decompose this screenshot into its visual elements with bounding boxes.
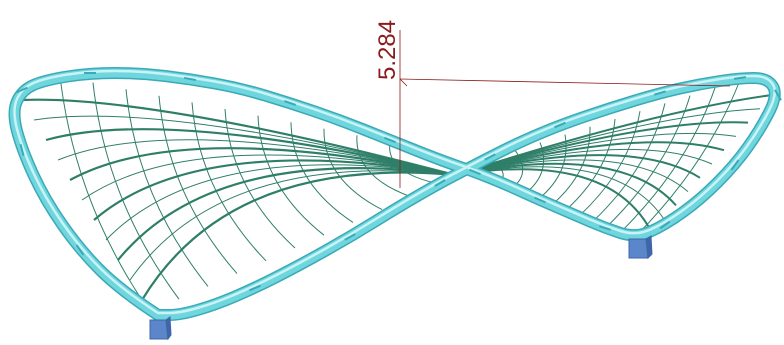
cable-line <box>356 135 412 198</box>
cable-line <box>21 98 456 177</box>
height-dimension: 5.284 <box>374 20 731 188</box>
frame-joint <box>653 90 667 96</box>
cable-line <box>105 164 456 241</box>
pinned-support-icon[interactable] <box>149 316 172 341</box>
frame-joint <box>84 72 96 74</box>
cable-line <box>593 103 666 221</box>
cable-line <box>537 134 567 200</box>
cable-line <box>33 115 456 176</box>
frame-joint <box>16 86 28 94</box>
cable-line <box>565 118 616 211</box>
frame-joint <box>598 225 612 231</box>
cable-line <box>129 170 456 281</box>
pinned-support-icon[interactable] <box>628 235 653 260</box>
frame-segment-joints <box>16 72 782 292</box>
cable-line <box>59 75 151 313</box>
frame-joint <box>384 136 396 144</box>
cable-line <box>621 87 716 232</box>
frame-joint <box>469 168 481 176</box>
frame-joint <box>733 76 747 80</box>
frame-tube-highlight <box>13 69 777 315</box>
cable-line <box>45 128 456 177</box>
frame-joint <box>659 220 671 230</box>
cable-line <box>117 167 456 261</box>
frame-tube <box>10 68 780 320</box>
frame-joint <box>75 244 85 256</box>
cable-line <box>579 111 641 216</box>
cable-line <box>635 79 741 237</box>
frame-joint <box>249 284 261 292</box>
cable-line <box>323 128 383 211</box>
cable-line <box>158 95 238 274</box>
cable-line <box>454 141 725 176</box>
frame-joint <box>19 143 25 157</box>
frame-joint <box>183 76 197 82</box>
cable-line <box>454 162 677 207</box>
cable-line <box>454 168 653 234</box>
cable-line <box>191 102 267 262</box>
cable-line <box>454 94 773 176</box>
frame-joint <box>554 121 566 129</box>
boundary-frame <box>8 67 782 321</box>
frame-joint <box>534 196 546 204</box>
frame-joint <box>774 89 782 101</box>
cable-line <box>92 82 180 300</box>
cable-line <box>141 171 456 301</box>
cable-line <box>224 108 296 249</box>
frame-joint <box>283 100 297 106</box>
cable-line <box>81 154 456 201</box>
cable-net <box>21 75 773 313</box>
cable-line <box>257 115 325 236</box>
cable-line <box>607 95 691 226</box>
frame-joint <box>344 233 356 241</box>
frame-joint <box>484 153 496 161</box>
dimension-horizontal-line <box>399 78 731 87</box>
cable-line <box>125 89 209 287</box>
cable-line <box>69 147 456 181</box>
frame-joint <box>434 179 446 187</box>
dimension-leader-line <box>399 78 408 87</box>
cable-line <box>454 154 701 179</box>
cable-line <box>290 122 354 223</box>
dimension-label: 5.284 <box>374 20 401 80</box>
cable-line <box>551 126 591 206</box>
frame-joint <box>730 159 740 171</box>
cable-line <box>57 139 456 176</box>
